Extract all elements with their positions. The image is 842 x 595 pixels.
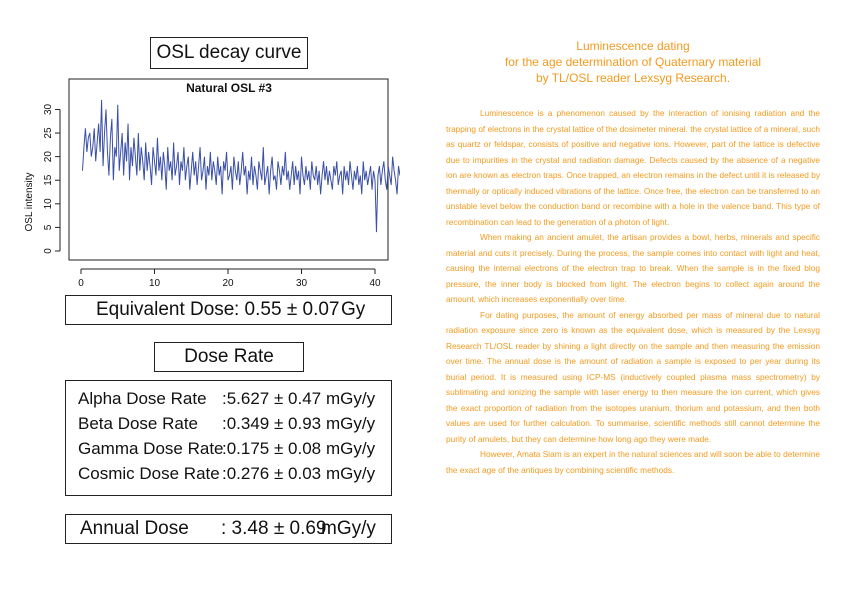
dose-rate-label: Beta Dose Rate [78, 414, 199, 433]
equivalent-dose-value: : 0.55 ± 0.07 [234, 299, 340, 320]
article-paragraph: However, Amata Siam is an expert in the … [446, 449, 820, 475]
article-paragraph: When making an ancient amulet, the artis… [446, 232, 820, 304]
annual-dose-box: Annual Dose : 3.48 ± 0.69 mGy/y [65, 514, 392, 544]
article-title: Luminescence dating for the age determin… [446, 38, 820, 86]
x-tick-label: 20 [222, 278, 234, 289]
equivalent-dose-label: Equivalent Dose [96, 299, 235, 320]
osl-series-line [81, 99, 400, 233]
y-tick-label: 15 [43, 174, 54, 186]
article-title-line: for the age determination of Quaternary … [504, 55, 762, 69]
y-axis: 0 5 10 15 20 25 30 [43, 103, 61, 254]
dose-rate-unit: mGy/y [326, 414, 376, 433]
article: Luminescence dating for the age determin… [446, 38, 820, 478]
x-tick-label: 10 [149, 278, 161, 289]
dose-rate-value: :5.627 ± 0.47 [222, 389, 322, 408]
dose-rate-value: :0.276 ± 0.03 [222, 464, 322, 483]
dose-rate-row-beta: Beta Dose Rate :0.349 ± 0.93 mGy/y [78, 414, 385, 436]
y-tick-label: 10 [43, 198, 54, 210]
chart-title: Natural OSL #3 [186, 81, 272, 95]
annual-dose-value: : 3.48 ± 0.69 [221, 518, 327, 539]
osl-decay-chart: Natural OSL #3 0 5 10 15 20 25 30 0 10 20 30 40 OS… [24, 78, 400, 289]
plot-frame [68, 78, 389, 261]
y-tick-label: 20 [43, 151, 54, 163]
dose-rate-row-cosmic: Cosmic Dose Rate :0.276 ± 0.03 mGy/y [78, 464, 385, 486]
x-tick-label: 0 [78, 278, 84, 289]
annual-dose-unit: mGy/y [321, 518, 376, 539]
y-tick-label: 0 [43, 248, 54, 254]
series-layer [81, 99, 400, 233]
dose-rate-unit: mGy/y [326, 464, 376, 483]
dose-rate-unit: mGy/y [326, 439, 376, 458]
annual-dose-label: Annual Dose [80, 518, 189, 539]
dose-rate-value: :0.349 ± 0.93 [222, 414, 322, 433]
dose-rate-row-gamma: Gamma Dose Rate :0.175 ± 0.08 mGy/y [78, 439, 385, 461]
dose-rate-label: Alpha Dose Rate [78, 389, 207, 408]
dose-rate-label: Cosmic Dose Rate [78, 464, 220, 483]
dose-rate-value: :0.175 ± 0.08 [222, 439, 322, 458]
y-tick-label: 30 [43, 103, 54, 115]
dose-rate-row-alpha: Alpha Dose Rate :5.627 ± 0.47 mGy/y [78, 389, 385, 411]
dose-rate-unit: mGy/y [326, 389, 376, 408]
x-tick-label: 40 [369, 278, 381, 289]
article-paragraph: Luminescence is a phenomenon caused by t… [446, 108, 820, 227]
equivalent-dose-unit: Gy [341, 299, 366, 320]
dose-rate-box: Alpha Dose Rate :5.627 ± 0.47 mGy/y Beta… [65, 380, 392, 496]
osl-decay-curve-title: OSL decay curve [150, 37, 308, 69]
y-tick-label: 25 [43, 127, 54, 139]
article-title-line: Luminescence dating [576, 39, 690, 53]
x-tick-label: 30 [296, 278, 308, 289]
equivalent-dose-box: Equivalent Dose : 0.55 ± 0.07 Gy [65, 295, 392, 325]
article-title-line: by TL/OSL reader Lexsyg Research. [535, 71, 731, 85]
dose-rate-label: Gamma Dose Rate [78, 439, 224, 458]
y-axis-label: OSL intensity [24, 172, 35, 231]
article-paragraph: For dating purposes, the amount of energ… [446, 309, 820, 444]
dose-rate-title: Dose Rate [154, 342, 304, 372]
y-tick-label: 5 [43, 224, 54, 230]
x-axis: 0 10 20 30 40 [78, 268, 381, 289]
